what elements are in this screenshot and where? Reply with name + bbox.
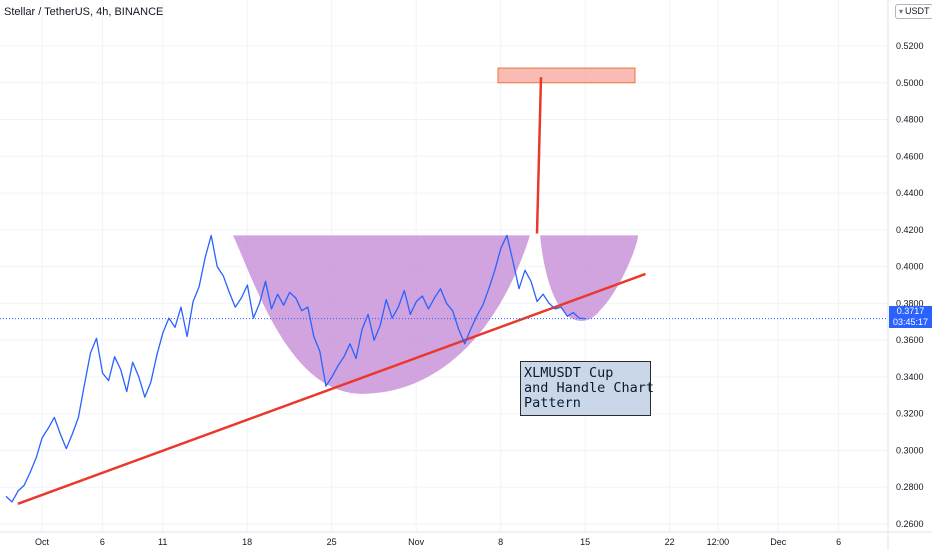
x-tick-label: 15	[580, 537, 590, 547]
pattern-annotation[interactable]: XLMUSDT Cup and Handle Chart Pattern	[520, 361, 655, 416]
y-tick-label: 0.4600	[896, 151, 924, 161]
x-tick-label: 18	[242, 537, 252, 547]
current-price: 0.3717	[896, 306, 925, 316]
y-tick-label: 0.5000	[896, 78, 924, 88]
symbol-title: Stellar / TetherUS, 4h, BINANCE	[4, 6, 164, 18]
x-tick-label: 6	[100, 537, 105, 547]
bar-countdown: 03:45:17	[892, 317, 929, 327]
target-zone	[497, 67, 636, 234]
annotation-line: Pattern	[524, 395, 581, 411]
y-tick-label: 0.3400	[896, 372, 924, 382]
y-tick-label: 0.4400	[896, 188, 924, 198]
y-tick-label: 0.4000	[896, 262, 924, 272]
annotation-line: and Handle Chart	[524, 380, 655, 396]
cup-shape	[233, 235, 638, 394]
currency-label: USDT	[905, 6, 930, 16]
cup-pattern	[233, 235, 638, 394]
y-axis: 0.5200 0.5000 0.4800 0.4600 0.4400 0.4200 0.40…	[887, 0, 924, 550]
y-tick-label: 0.3000	[896, 445, 924, 455]
x-tick-label: 12:00	[707, 537, 730, 547]
x-tick-label: 22	[665, 537, 675, 547]
x-tick-label: Oct	[35, 537, 50, 547]
x-tick-label: 11	[158, 537, 167, 547]
target-projection-line	[535, 77, 543, 234]
x-axis: Oct 6 11 18 25 Nov 8 15 22 12:00 Dec 6	[0, 531, 932, 547]
y-tick-label: 0.3200	[896, 409, 924, 419]
price-series	[0, 234, 888, 503]
x-tick-label: 6	[836, 537, 841, 547]
y-tick-label: 0.3600	[896, 335, 924, 345]
y-tick-label: 0.2800	[896, 482, 924, 492]
x-tick-label: 25	[327, 537, 337, 547]
y-tick-label: 0.4800	[896, 115, 924, 125]
support-trend-line	[17, 272, 646, 505]
chevron-down-icon: ▾	[899, 7, 904, 16]
price-line	[5, 234, 586, 503]
y-tick-label: 0.2600	[896, 519, 924, 529]
x-tick-label: 8	[498, 537, 503, 547]
target-price-box	[497, 67, 636, 84]
y-tick-label: 0.5200	[896, 41, 924, 51]
x-tick-label: Nov	[408, 537, 425, 547]
annotation-line: XLMUSDT Cup	[524, 365, 614, 381]
y-tick-label: 0.4200	[896, 225, 924, 235]
trend-line	[17, 272, 646, 505]
current-price-label: 0.3717 03:45:17	[889, 306, 932, 328]
x-tick-label: Dec	[770, 537, 787, 547]
currency-selector[interactable]: ▾ USDT	[895, 4, 932, 19]
y-tick-label: 0.3800	[896, 298, 924, 308]
